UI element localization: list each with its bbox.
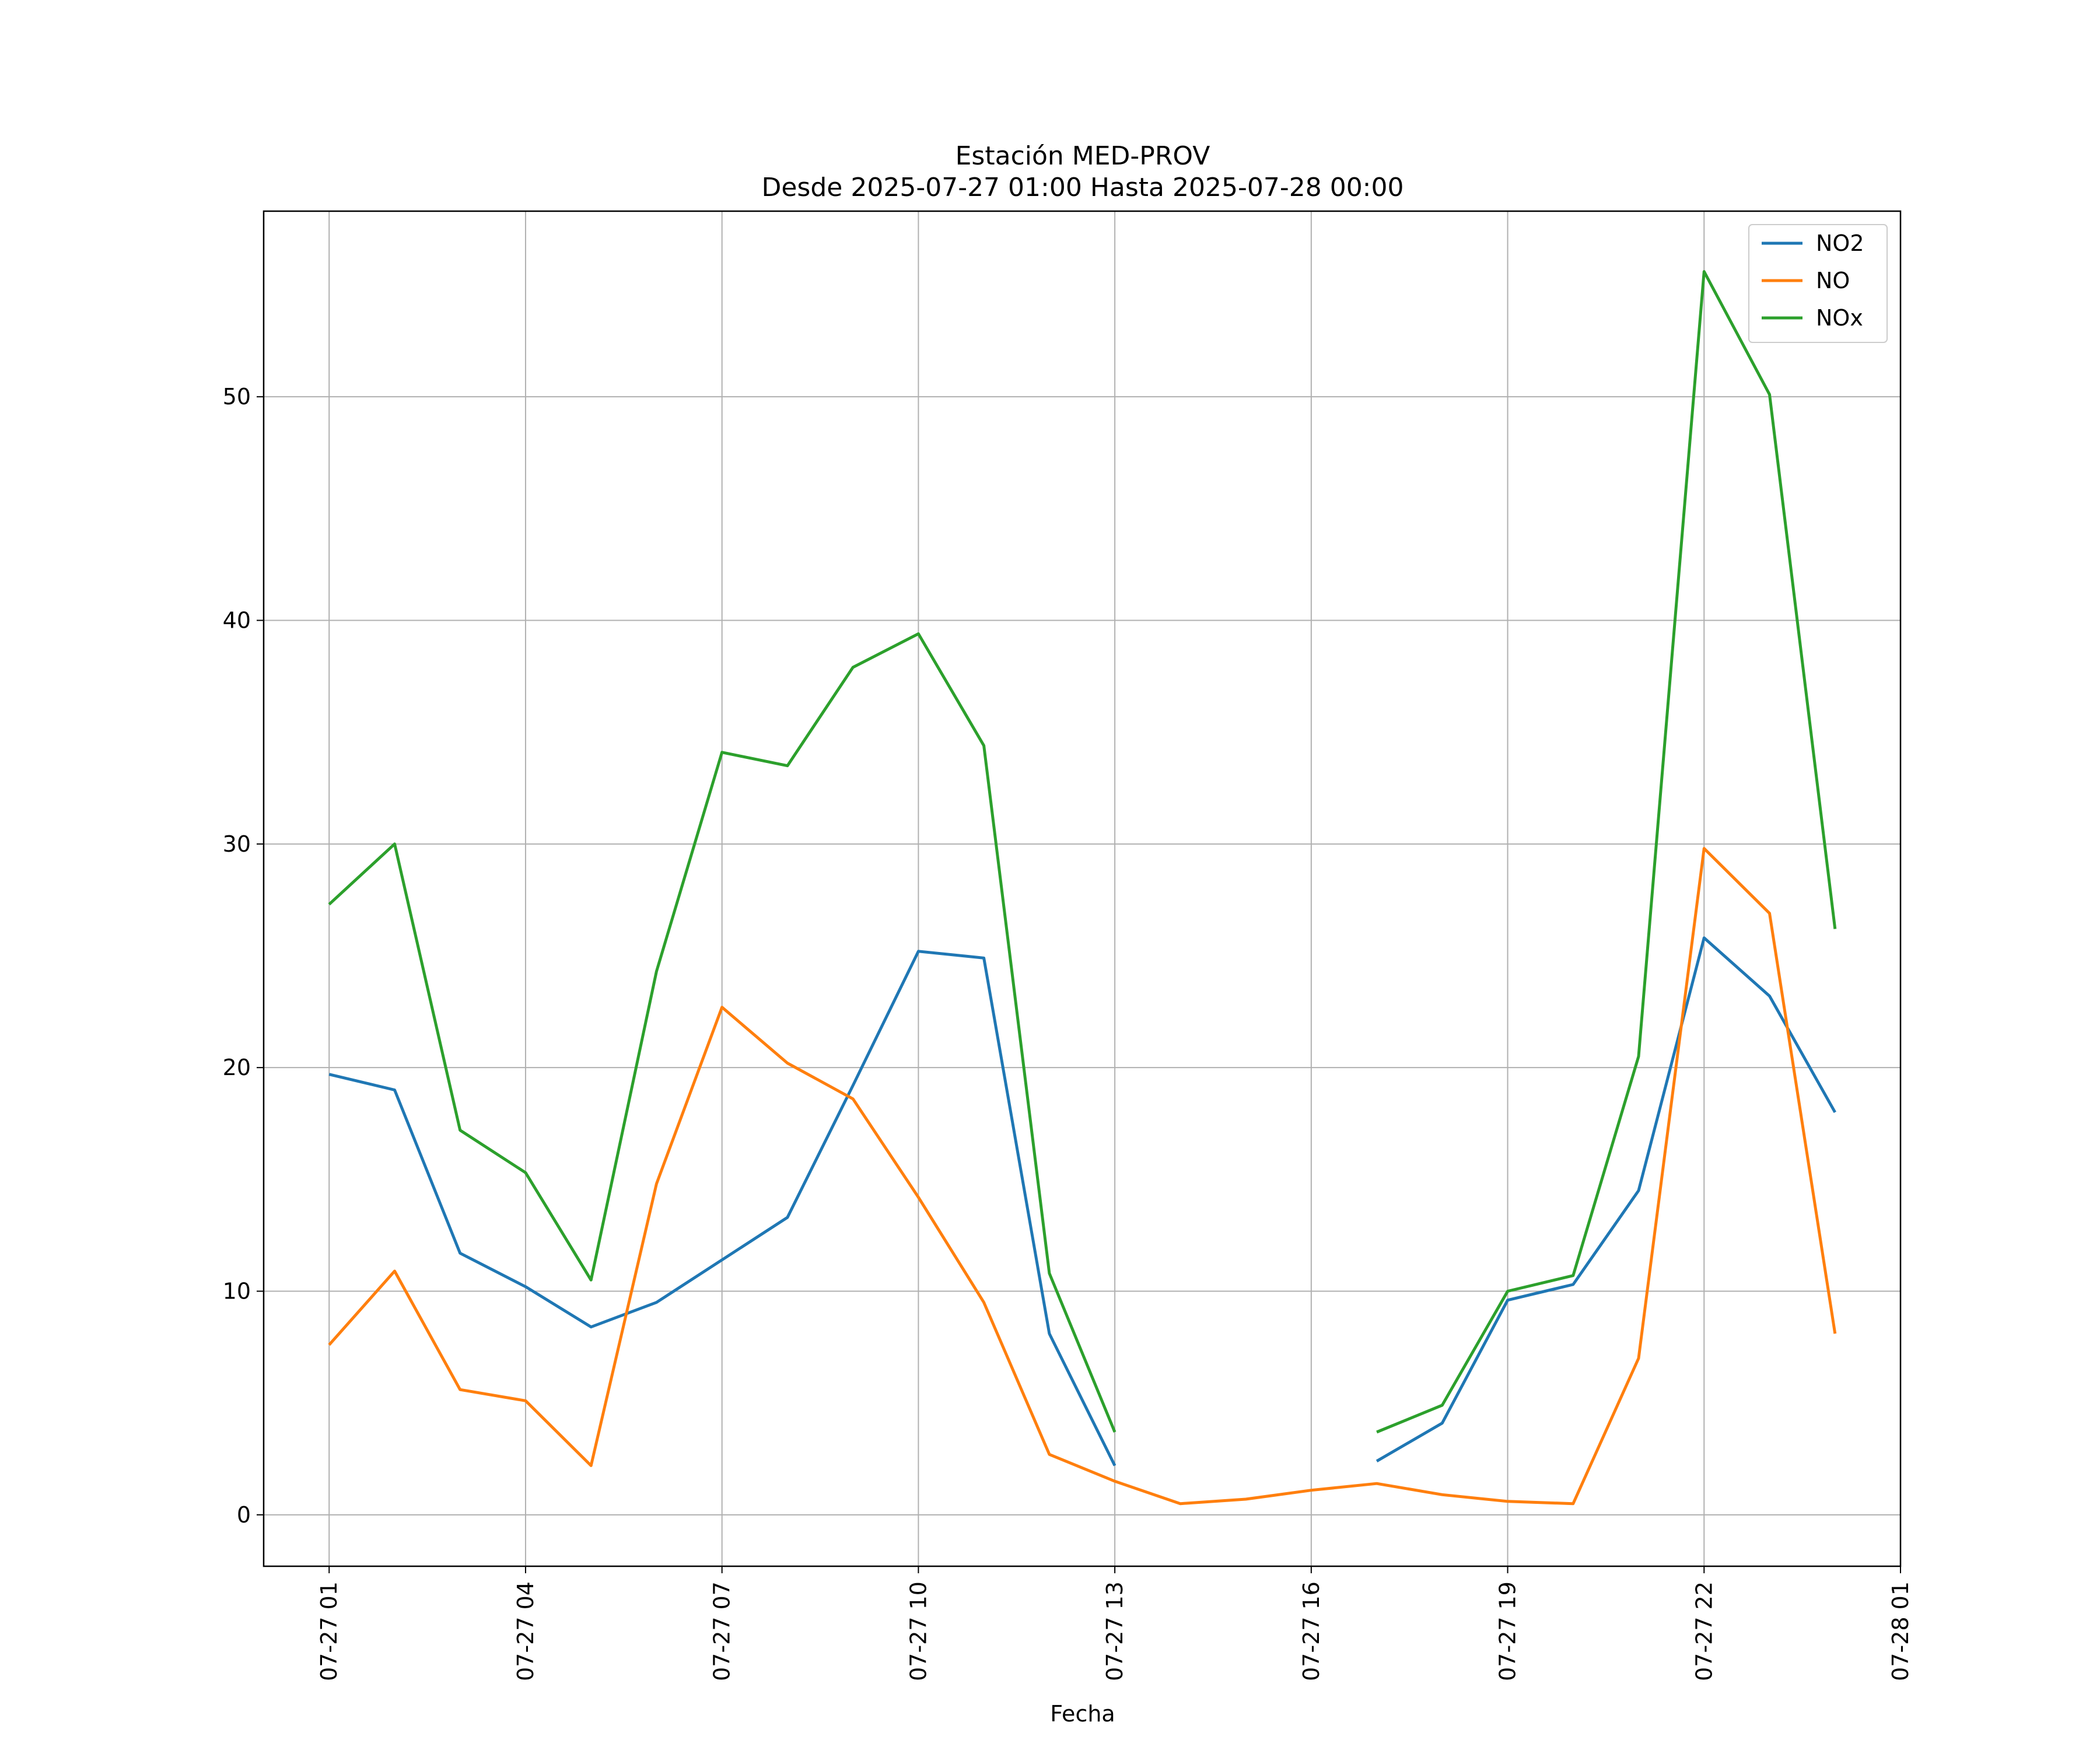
x-tick-label: 07-27 07 <box>709 1581 735 1681</box>
x-tick-label: 07-28 01 <box>1888 1581 1913 1681</box>
chart-title: Estación MED-PROV <box>956 141 1210 171</box>
y-tick-label: 10 <box>223 1279 251 1304</box>
series-line-nox <box>328 270 1837 1434</box>
x-tick-label: 07-27 01 <box>316 1581 342 1681</box>
legend-label-no: NO <box>1816 268 1850 293</box>
y-tick-label: 50 <box>223 384 251 410</box>
y-tick-label: 30 <box>223 831 251 857</box>
plot-frame <box>262 210 1902 1567</box>
y-tick-label: 0 <box>237 1502 251 1528</box>
y-tick-label: 20 <box>223 1055 251 1080</box>
x-tick-label: 07-27 19 <box>1495 1581 1521 1681</box>
legend: NO2 NO NOx <box>1748 224 1888 343</box>
series-line-no2 <box>328 936 1836 1466</box>
y-tick-label: 40 <box>223 608 251 634</box>
chart-subtitle: Desde 2025-07-27 01:00 Hasta 2025-07-28 … <box>761 173 1404 202</box>
x-axis-label: Fecha <box>1050 1701 1115 1727</box>
legend-box <box>1748 224 1888 343</box>
x-tick-label: 07-27 10 <box>905 1581 931 1681</box>
legend-label-no2: NO2 <box>1816 230 1864 256</box>
x-tick-label: 07-27 16 <box>1298 1581 1324 1681</box>
legend-label-nox: NOx <box>1816 305 1863 331</box>
series-line-no <box>328 847 1837 1506</box>
series-group <box>328 270 1837 1506</box>
x-tick-label: 07-27 13 <box>1102 1581 1128 1681</box>
x-tick-label: 07-27 04 <box>513 1581 538 1681</box>
axis-ticks: 07-27 01 07-27 04 07-27 07 07-27 10 07-27 13… <box>223 384 1913 1681</box>
x-tick-label: 07-27 22 <box>1691 1581 1717 1681</box>
